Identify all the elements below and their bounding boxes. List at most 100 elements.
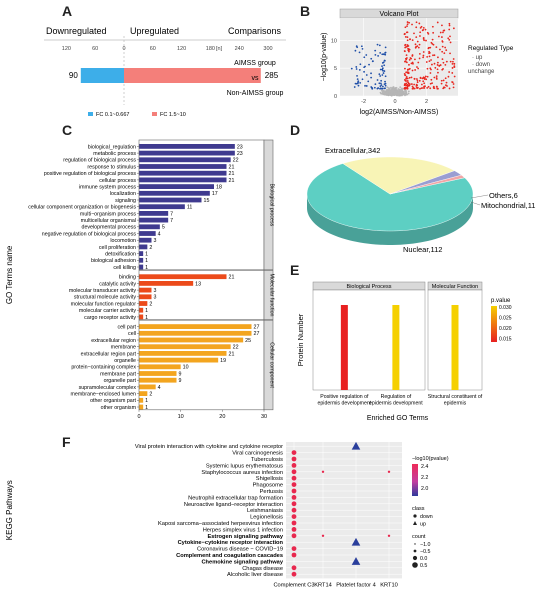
point-up xyxy=(423,87,426,89)
point-down xyxy=(376,79,379,81)
point-down xyxy=(379,87,382,90)
go-value: 4 xyxy=(158,385,161,391)
point-unchange xyxy=(407,92,410,95)
point-up xyxy=(453,65,456,68)
legend-up-label: FC 1.5~10 xyxy=(160,112,186,118)
go-value: 21 xyxy=(229,164,235,170)
go-value: 1 xyxy=(145,405,148,411)
point-up xyxy=(425,39,427,42)
comparison-2: vs xyxy=(252,75,260,82)
point-up xyxy=(448,24,451,27)
point-up xyxy=(451,72,454,74)
f-point-up xyxy=(351,441,361,450)
point-up xyxy=(406,71,409,74)
go-bar xyxy=(139,224,160,230)
point-unchange xyxy=(403,93,406,95)
point-unchange xyxy=(390,89,393,92)
f-pathway-label: Pertussis xyxy=(260,489,284,495)
point-down xyxy=(384,53,387,56)
point-down xyxy=(363,56,366,59)
go-value: 11 xyxy=(187,205,193,211)
go-term-label: cellular process xyxy=(99,178,136,184)
f-point-down xyxy=(387,470,391,473)
up-value: 285 xyxy=(265,71,279,80)
point-up xyxy=(419,31,422,34)
point-up xyxy=(437,87,439,90)
go-value: 21 xyxy=(229,351,235,357)
point-up xyxy=(411,39,414,41)
point-down xyxy=(381,68,384,71)
point-unchange xyxy=(396,89,399,92)
f-pathway-label: Coronavirus disease − COVID−19 xyxy=(197,547,283,553)
go-bar xyxy=(139,301,148,306)
f-point-down xyxy=(291,546,297,551)
point-up xyxy=(422,77,425,80)
point-up xyxy=(410,76,413,79)
pie-label-mitochondrial: Mitochondrial,11 xyxy=(481,201,535,210)
f-class-legend-down-mark xyxy=(413,514,417,518)
point-up xyxy=(404,26,407,29)
point-up xyxy=(421,29,424,32)
point-down xyxy=(354,49,357,52)
point-up xyxy=(429,82,432,85)
go-bar xyxy=(139,281,194,286)
f-point-down xyxy=(291,501,297,507)
go-bar xyxy=(139,351,227,356)
point-up xyxy=(439,64,442,66)
f-point-down xyxy=(291,488,297,494)
point-down xyxy=(361,47,364,50)
point-up xyxy=(408,58,411,61)
go-term-label: protein−containing complex xyxy=(71,365,136,371)
point-up xyxy=(441,50,444,53)
point-down xyxy=(384,46,387,49)
f-xtick-label: Platelet factor 4 xyxy=(336,582,376,588)
f-count-legend-label: −1.0 xyxy=(420,542,431,548)
f-point-down xyxy=(291,482,297,487)
point-up xyxy=(431,63,433,66)
go-bar xyxy=(139,164,227,169)
up-header: Upregulated xyxy=(130,26,179,36)
point-up xyxy=(405,61,408,64)
go-term-label: binding xyxy=(119,275,136,281)
go-bar xyxy=(139,257,144,263)
point-up xyxy=(403,33,406,36)
facet-frame-bp xyxy=(312,289,426,391)
point-up xyxy=(405,75,408,78)
go-value: 10 xyxy=(183,365,189,371)
c-xtick: 0 xyxy=(137,414,140,420)
go-value: 1 xyxy=(145,308,148,314)
point-up xyxy=(404,74,406,77)
point-down xyxy=(381,74,384,76)
point-up xyxy=(445,81,448,84)
point-down xyxy=(383,83,386,86)
point-up xyxy=(423,82,426,85)
point-down xyxy=(384,80,386,83)
point-up xyxy=(448,38,451,41)
point-down xyxy=(383,59,386,62)
point-up xyxy=(429,72,432,74)
point-down xyxy=(381,53,384,56)
f-point-down xyxy=(291,533,297,539)
go-term-label: structural molecule activity xyxy=(74,295,136,301)
panel-a-chart: Downregulated Upregulated Comparisons 120 60… xyxy=(44,26,286,118)
point-up xyxy=(417,67,420,70)
point-up xyxy=(416,81,419,84)
c-xtick: 20 xyxy=(219,414,225,420)
f-pathway-label: Kaposi sarcoma−associated herpesvirus in… xyxy=(158,521,283,527)
go-bar xyxy=(139,364,181,370)
point-up xyxy=(422,80,425,83)
point-down xyxy=(380,82,382,85)
enrich-bar xyxy=(451,305,459,390)
point-up xyxy=(433,54,436,57)
point-down xyxy=(356,78,359,81)
group-strip xyxy=(263,270,274,321)
go-value: 9 xyxy=(179,378,182,384)
go-bar xyxy=(139,197,202,203)
point-up xyxy=(447,37,450,40)
go-bar xyxy=(139,211,169,216)
point-up xyxy=(422,26,425,29)
point-up xyxy=(413,77,416,80)
unit-label: [n] xyxy=(216,46,223,52)
point-up xyxy=(431,82,433,85)
point-down xyxy=(367,80,370,83)
